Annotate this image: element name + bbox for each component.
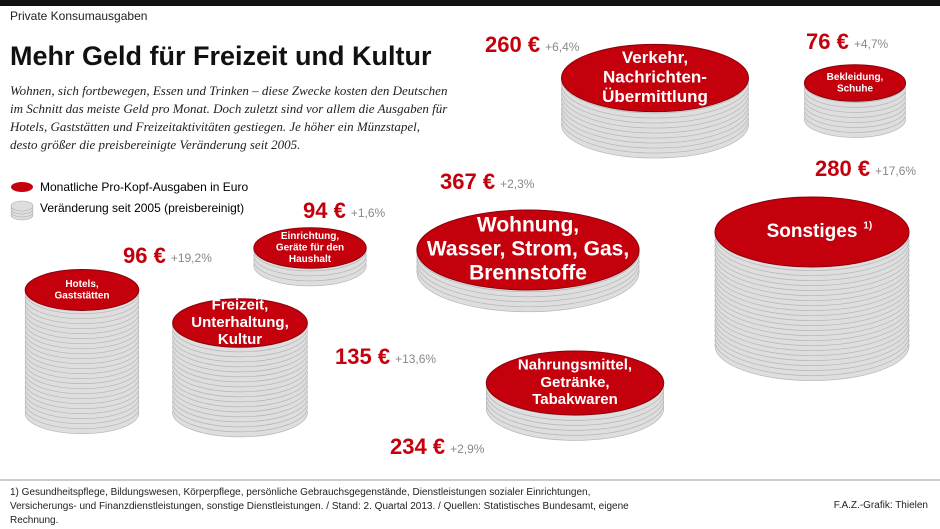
coin-top [485,350,665,416]
value-label: 76 € [806,29,849,54]
value-label: 367 € [440,169,495,194]
category-label: Sonstiges [767,221,858,242]
coin-top [416,209,640,291]
top-bar [0,0,940,6]
legend-swatch [10,200,34,212]
coin-top [560,43,750,113]
legend-label: Veränderung seit 2005 (preisbereinigt) [40,201,244,215]
value-label: 94 € [303,198,346,223]
category-label: Nahrungsmittel, [518,357,632,374]
change-label: +4,7% [854,37,889,51]
category-label: Gaststätten [54,290,109,301]
subtitle: Wohnen, sich fortbewegen, Essen und Trin… [10,83,448,152]
kicker: Private Konsumausgaben [10,9,147,23]
category-label: Getränke, [540,374,609,391]
category-label: Kultur [218,331,262,348]
category-label: Freizeit, [212,297,269,314]
change-label: +2,9% [450,442,485,456]
source: F.A.Z.-Grafik: Thielen [833,500,928,511]
category-label: Haushalt [289,254,332,265]
change-label: +6,4% [545,40,580,54]
change-label: +1,6% [351,206,386,220]
category-label: Nachrichten- [603,67,707,86]
category-label: Unterhaltung, [191,314,289,331]
category-label: Verkehr, [622,48,688,67]
value-label: 135 € [335,344,390,369]
coin-top [172,298,308,348]
change-label: +17,6% [875,164,916,178]
change-label: +19,2% [171,251,212,265]
footnote: 1) Gesundheitspflege, Bildungswesen, Kör… [10,487,629,526]
category-label: Tabakwaren [532,391,618,408]
category-label: Übermittlung [602,87,708,106]
category-label: Bekleidung, [827,72,884,83]
note-marker: 1) [863,221,872,232]
legend-swatch [11,182,33,192]
coin-top [24,269,140,311]
category-label: Wasser, Strom, Gas, [427,238,629,261]
coin-top [714,196,910,268]
category-label: Einrichtung, [281,231,340,242]
value-label: 260 € [485,32,540,57]
value-label: 280 € [815,156,870,181]
category-label: Schuhe [837,83,874,94]
category-label: Hotels, [65,279,99,290]
coin-top [253,227,367,269]
category-label: Brennstoffe [469,262,587,285]
value-label: 234 € [390,434,445,459]
chart-title: Mehr Geld für Freizeit und Kultur [10,41,432,71]
legend-label: Monatliche Pro-Kopf-Ausgaben in Euro [40,180,248,194]
change-label: +13,6% [395,352,436,366]
category-label: Wohnung, [477,213,579,236]
coin-top [803,64,907,102]
value-label: 96 € [123,243,166,268]
change-label: +2,3% [500,177,535,191]
category-label: Geräte für den [276,243,344,254]
